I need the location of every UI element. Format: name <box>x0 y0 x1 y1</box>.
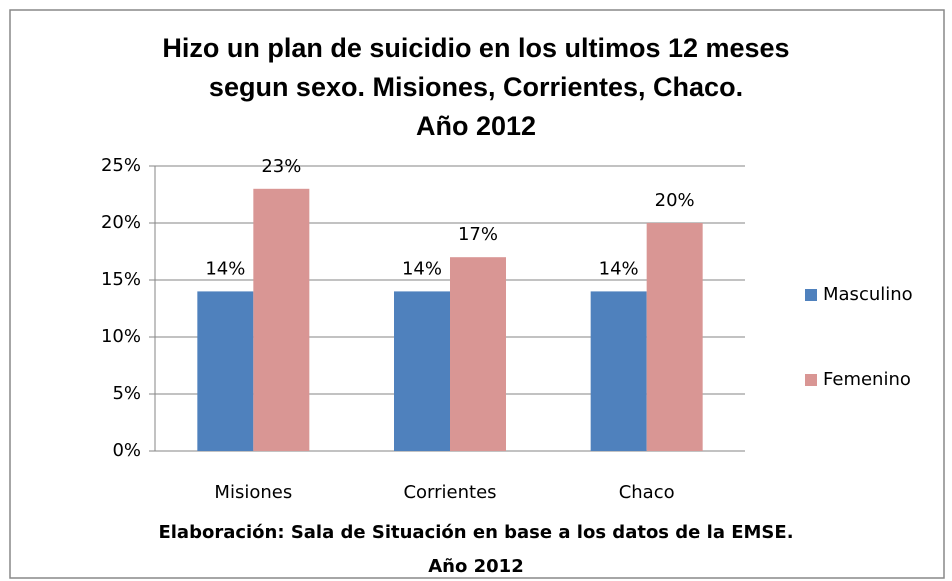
y-tick-label: 0% <box>112 440 141 461</box>
chart-title: Año 2012 <box>416 111 536 141</box>
data-label: 17% <box>458 224 498 245</box>
x-tick-label: Misiones <box>214 482 292 503</box>
y-tick-label: 15% <box>101 269 141 290</box>
bar <box>253 188 310 452</box>
bar <box>450 257 506 451</box>
legend-swatch <box>805 374 817 386</box>
caption: Año 2012 <box>428 556 523 577</box>
data-label: 14% <box>205 258 245 279</box>
legend-swatch <box>805 289 817 301</box>
x-tick-label: Chaco <box>619 482 675 503</box>
data-label: 14% <box>402 258 442 279</box>
y-tick-label: 25% <box>101 155 141 176</box>
legend-label: Femenino <box>823 369 911 390</box>
bar <box>590 291 647 451</box>
y-tick-label: 10% <box>101 326 141 347</box>
y-tick-label: 20% <box>101 212 141 233</box>
x-tick-label: Corrientes <box>403 482 496 503</box>
chart-title: segun sexo. Misiones, Corrientes, Chaco. <box>209 72 743 102</box>
bar <box>394 291 450 451</box>
data-label: 23% <box>261 156 301 177</box>
bar <box>646 223 703 451</box>
data-label: 14% <box>599 258 639 279</box>
y-tick-label: 5% <box>112 383 141 404</box>
bar <box>197 291 254 451</box>
legend-label: Masculino <box>823 284 913 305</box>
data-label: 20% <box>655 190 695 211</box>
caption: Elaboración: Sala de Situación en base a… <box>158 522 793 543</box>
chart-title: Hizo un plan de suicidio en los ultimos … <box>162 33 789 63</box>
